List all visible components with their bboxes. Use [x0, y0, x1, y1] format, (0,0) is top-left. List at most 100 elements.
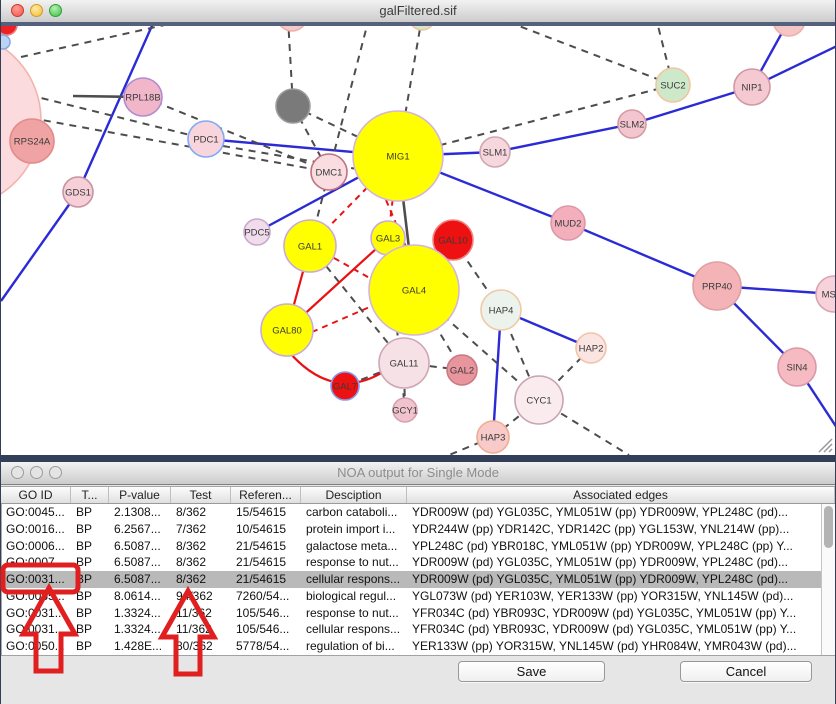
node-SUC2[interactable]: SUC2	[655, 67, 691, 103]
table-row[interactable]: GO:0031... BP 1.3324... 11/362 105/546... res…	[2, 605, 821, 622]
network-edge	[448, 436, 494, 455]
node-gray1[interactable]	[275, 88, 311, 124]
cell-type: BP	[76, 639, 93, 654]
noa-window-titlebar[interactable]: NOA output for Single Mode	[1, 462, 835, 485]
node-bluecorner[interactable]	[1, 34, 11, 50]
node-GAL1[interactable]: GAL1	[283, 219, 337, 273]
node-GAL7[interactable]: GAL7	[330, 371, 360, 401]
node-SIN4[interactable]: SIN4	[777, 347, 817, 387]
cell-p_value: 6.5087...	[114, 555, 161, 570]
node-label: RPS24A	[14, 137, 51, 148]
table-row[interactable]: GO:0007... BP 6.5087... 8/362 21/54615 respon…	[2, 554, 821, 571]
column-header-go-id[interactable]: GO ID	[1, 487, 71, 503]
node-GAL4[interactable]: GAL4	[368, 244, 460, 336]
node-GAL11[interactable]: GAL11	[378, 337, 430, 389]
column-header-test[interactable]: Test	[171, 487, 231, 503]
node-redcorner[interactable]	[1, 26, 18, 36]
cell-p_value: 6.5087...	[114, 572, 161, 587]
zoom-button[interactable]	[49, 4, 62, 17]
node-label: NIP1	[741, 83, 762, 94]
node-PRP40[interactable]: PRP40	[692, 261, 742, 311]
node-GAL80[interactable]: GAL80	[260, 303, 314, 357]
node-HAP2[interactable]: HAP2	[575, 332, 607, 364]
cell-test: 8/362	[176, 538, 207, 553]
cell-edges: YDR244W (pp) YDR142C, YDR142C (pp) YGL15…	[412, 521, 790, 536]
node-NIP1[interactable]: NIP1	[733, 68, 771, 106]
scrollbar-thumb[interactable]	[824, 506, 833, 548]
node-RPS24A[interactable]: RPS24A	[9, 118, 55, 164]
network-window: galFiltered.sif RPL18B RPS24A GDS1 PDC1 DMC1…	[1, 0, 835, 455]
node-label: GAL11	[390, 359, 419, 370]
network-edge	[631, 85, 753, 126]
node-MIG1[interactable]: MIG1	[352, 110, 444, 202]
cell-description: protein import i...	[306, 521, 396, 536]
table-row[interactable]: GO:0031... BP 1.3324... 11/362 105/546... cel…	[2, 621, 821, 638]
node-GAL10[interactable]: GAL10	[432, 219, 474, 261]
cell-go_id: GO:0065...	[6, 588, 65, 603]
cell-type: BP	[76, 521, 93, 536]
cell-test: 8/362	[176, 572, 207, 587]
table-row[interactable]: GO:0006... BP 6.5087... 8/362 21/54615 galact…	[2, 538, 821, 555]
close-button[interactable]	[11, 466, 24, 479]
node-label: MIG1	[386, 152, 409, 163]
network-window-titlebar[interactable]: galFiltered.sif	[1, 0, 835, 23]
cell-description: response to nut...	[306, 555, 399, 570]
node-RPL18B[interactable]: RPL18B	[123, 77, 163, 117]
node-GAL3[interactable]: GAL3	[370, 220, 406, 256]
node-DMC1[interactable]: DMC1	[310, 153, 348, 191]
cell-type: BP	[76, 622, 93, 637]
resize-grip-icon[interactable]	[815, 435, 833, 453]
network-canvas[interactable]: RPL18B RPS24A GDS1 PDC1 DMC1 MIG1 SLM1 SLM2 SUC2…	[1, 22, 835, 455]
network-graph[interactable]: RPL18B RPS24A GDS1 PDC1 DMC1 MIG1 SLM1 SLM2 SUC2…	[1, 26, 835, 455]
node-HAP4[interactable]: HAP4	[480, 289, 522, 331]
table-row[interactable]: GO:0031... BP 6.5087... 8/362 21/54615 cellul…	[2, 571, 821, 588]
cell-edges: YGL073W (pd) YER103W, YER133W (pp) YOR31…	[412, 588, 794, 603]
table-row[interactable]: GO:0016... BP 6.2567... 7/362 10/54615 protei…	[2, 521, 821, 538]
node-GCY1[interactable]: GCY1	[392, 397, 418, 423]
column-header-associated-edges[interactable]: Associated edges	[407, 487, 835, 503]
node-CYC1[interactable]: CYC1	[514, 375, 564, 425]
cell-p_value: 8.0614...	[114, 588, 161, 603]
node-PDC5[interactable]: PDC5	[243, 218, 271, 246]
node-topk3[interactable]	[409, 26, 435, 31]
zoom-button[interactable]	[49, 466, 62, 479]
node-SLM1[interactable]: SLM1	[479, 136, 511, 168]
node-MSL1[interactable]: MSL1	[815, 275, 835, 313]
minimize-button[interactable]	[30, 4, 43, 17]
cell-description: galactose meta...	[306, 538, 398, 553]
cell-reference: 105/546...	[236, 622, 290, 637]
node-GAL2[interactable]: GAL2	[446, 354, 478, 386]
node-label: DMC1	[316, 168, 343, 179]
close-button[interactable]	[11, 4, 24, 17]
node-HAP3[interactable]: HAP3	[476, 420, 510, 454]
column-header-p-value[interactable]: P-value	[109, 487, 171, 503]
node-topk2[interactable]	[277, 26, 307, 32]
cell-description: response to nut...	[306, 605, 399, 620]
table-row[interactable]: GO:0065... BP 8.0614... 94/362 7260/54... bio…	[2, 588, 821, 605]
save-button[interactable]: Save	[458, 661, 605, 682]
node-GDS1[interactable]: GDS1	[62, 176, 94, 208]
node-topk1[interactable]	[773, 26, 805, 37]
node-label: GAL7	[333, 382, 357, 393]
cell-go_id: GO:0045...	[6, 505, 65, 519]
cell-edges: YDR009W (pd) YGL035C, YML051W (pp) YDR00…	[412, 572, 788, 587]
network-edge	[567, 221, 718, 288]
column-header-t-[interactable]: T...	[71, 487, 109, 503]
vertical-scrollbar[interactable]	[821, 504, 835, 655]
table-row[interactable]: GO:0050... BP 1.428E... 80/362 5778/54... reg…	[2, 638, 821, 655]
node-MUD2[interactable]: MUD2	[550, 205, 586, 241]
cell-go_id: GO:0006...	[6, 538, 65, 553]
minimize-button[interactable]	[30, 466, 43, 479]
noa-output-window: NOA output for Single Mode GO ID T... P-va…	[1, 462, 835, 704]
node-PDC1[interactable]: PDC1	[187, 120, 225, 158]
table-row[interactable]: GO:0045... BP 2.1308... 8/362 15/54615 carbon…	[2, 504, 821, 521]
network-edge	[311, 305, 373, 333]
cancel-button[interactable]: Cancel	[680, 661, 812, 682]
cell-description: regulation of bi...	[306, 639, 395, 654]
cell-test: 11/362	[176, 622, 212, 637]
cell-go_id: GO:0007...	[6, 555, 65, 570]
node-label: PRP40	[702, 282, 732, 293]
column-header-desciption[interactable]: Desciption	[301, 487, 407, 503]
node-SLM2[interactable]: SLM2	[617, 109, 647, 139]
column-header-referen-[interactable]: Referen...	[231, 487, 301, 503]
